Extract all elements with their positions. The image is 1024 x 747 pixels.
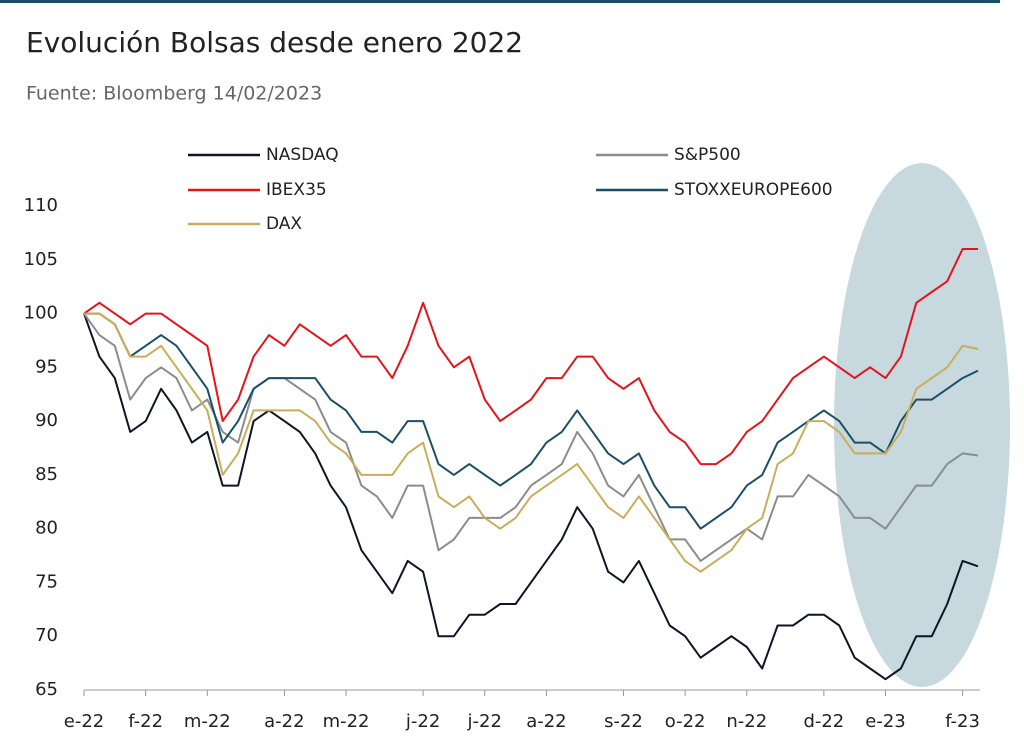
x-tick-label: a-22 [526,711,566,732]
series-line [84,312,979,573]
x-tick-label: j-22 [405,711,440,732]
y-tick-label: 100 [24,303,58,324]
legend-label: IBEX35 [266,180,327,200]
legend-label: STOXXEUROPE600 [674,180,833,200]
chart-title: Evolución Bolsas desde enero 2022 [26,26,523,59]
x-tick-label: e-23 [865,711,905,732]
y-tick-label: 70 [35,625,58,646]
y-tick-label: 110 [24,195,58,216]
x-tick-label: f-22 [128,711,163,732]
series-line [83,313,979,681]
y-tick-label: 95 [35,356,58,377]
y-tick-label: 85 [35,464,58,485]
x-tick-label: d-22 [803,711,844,732]
series-line [83,313,979,562]
x-tick-label: m-22 [184,711,231,732]
y-tick-label: 105 [24,249,58,270]
top-rule [0,0,1000,3]
y-tick-label: 90 [35,410,58,431]
x-tick-label: s-22 [604,711,643,732]
x-tick-label: n-22 [726,711,767,732]
x-tick-label: a-22 [264,711,304,732]
series-line [83,248,978,466]
x-tick-label: f-23 [945,711,980,732]
series-line [84,312,979,530]
chart-subtitle: Fuente: Bloomberg 14/02/2023 [26,83,322,105]
y-tick-label: 80 [35,518,58,539]
x-tick-label: m-22 [323,711,370,732]
highlight-ellipse [834,163,1010,687]
legend-label: NASDAQ [266,145,339,165]
x-tick-label: o-22 [665,711,706,732]
y-tick-label: 65 [35,679,58,700]
legend-label: S&P500 [674,145,741,165]
y-tick-label: 75 [35,571,58,592]
legend-label: DAX [266,214,302,234]
x-tick-label: j-22 [467,711,502,732]
x-tick-label: e-22 [64,711,104,732]
